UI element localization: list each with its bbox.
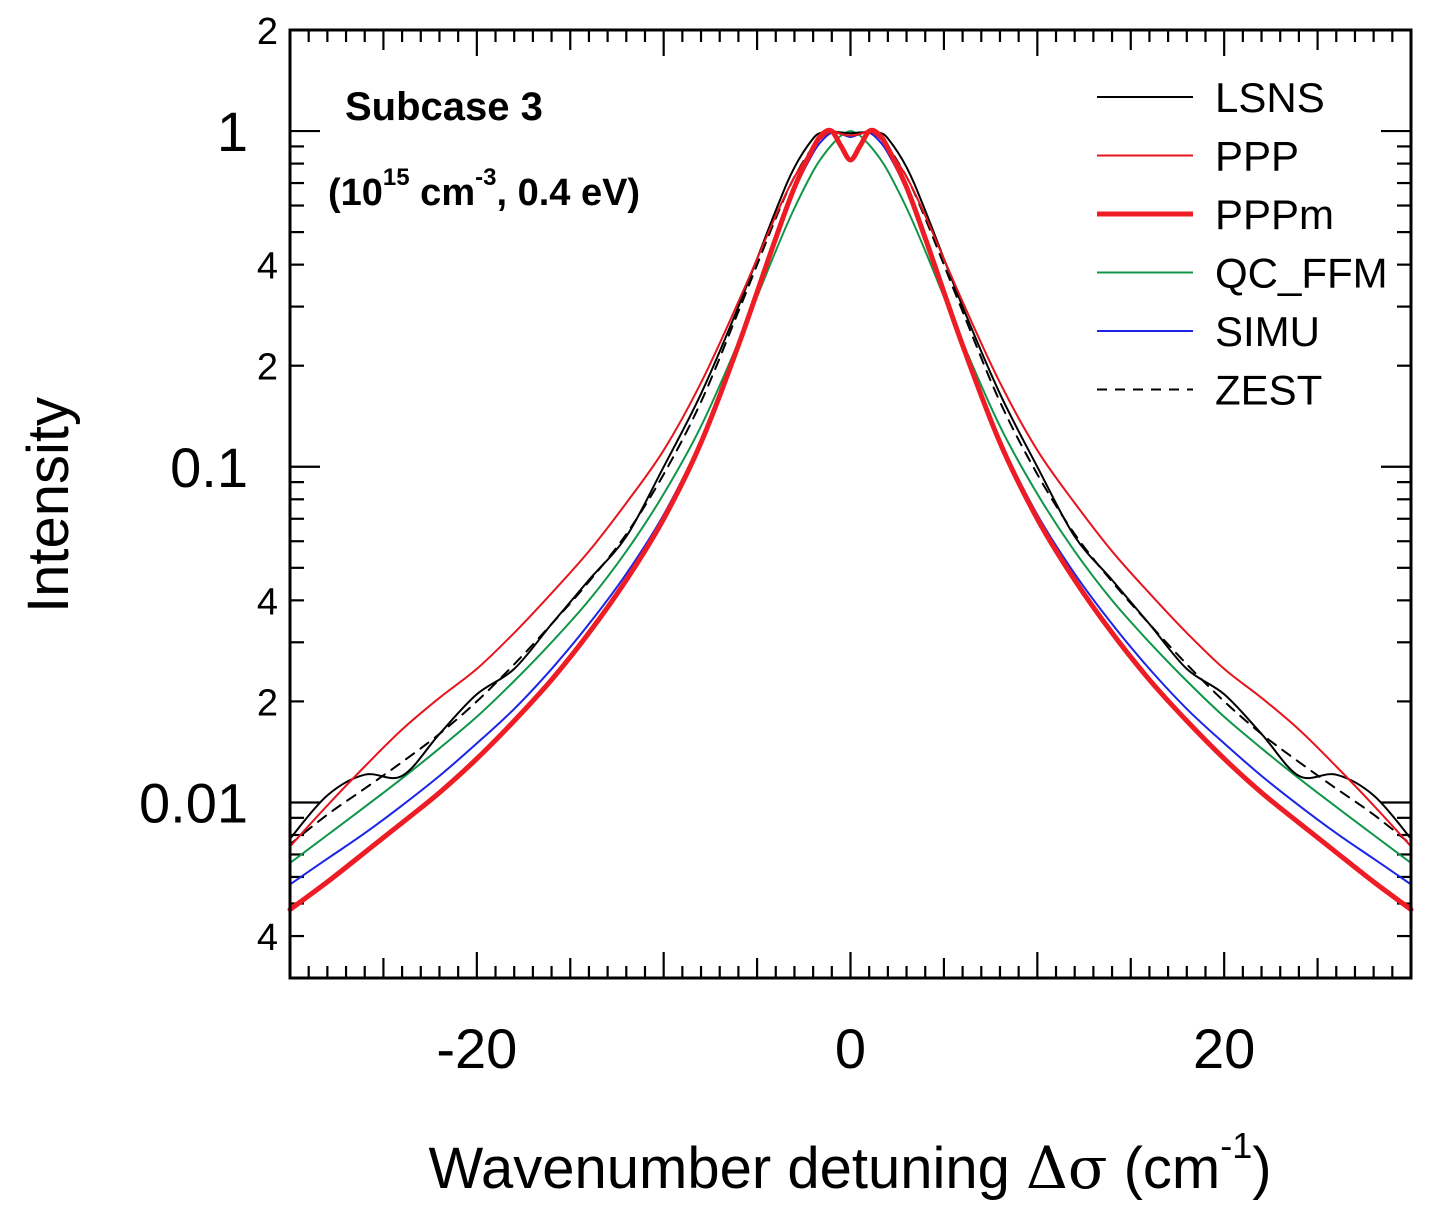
legend-label-simu: SIMU <box>1215 308 1320 355</box>
y-minor-tick-label: 4 <box>257 246 278 288</box>
legend-label-ppp: PPP <box>1215 133 1299 180</box>
series-line-qc-ffm <box>289 130 1412 864</box>
series-line-zest <box>289 130 1412 846</box>
x-tick-label: 20 <box>1193 1017 1255 1080</box>
y-minor-tick-label: 2 <box>257 347 278 389</box>
annotation-exp2: -3 <box>475 164 496 191</box>
legend-label-qc-ffm: QC_FFM <box>1215 250 1388 297</box>
annotation-exp1: 15 <box>383 164 410 191</box>
x-axis-label-symbol: Δσ <box>1026 1134 1107 1202</box>
x-axis-label-text: Wavenumber detuning <box>428 1136 1026 1201</box>
y-major-tick-label: 0.1 <box>170 436 248 499</box>
x-tick-label: -20 <box>436 1017 517 1080</box>
legend-label-lsns: LSNS <box>1215 74 1325 121</box>
x-tick-label: 0 <box>835 1017 866 1080</box>
x-axis-label: Wavenumber detuning Δσ (cm-1) <box>428 1125 1271 1202</box>
density-temperature-annotation: (1015 cm-3, 0.4 eV) <box>328 164 640 214</box>
y-minor-tick-label: 4 <box>257 581 278 623</box>
annotation-rest: , 0.4 eV) <box>496 172 640 214</box>
annotation-unit: cm <box>410 172 475 214</box>
chart-title: Subcase 3 <box>345 85 543 129</box>
annotation-open: (10 <box>328 172 383 214</box>
series-line-ppp <box>289 130 1412 848</box>
x-axis-label-unit-exp: -1 <box>1220 1125 1252 1166</box>
series-line-pppm <box>287 127 1414 912</box>
x-axis-label-unit-open: (cm <box>1107 1136 1220 1201</box>
legend-label-zest: ZEST <box>1215 367 1322 414</box>
y-major-tick-label: 0.01 <box>139 771 248 834</box>
y-minor-tick-label: 2 <box>257 11 278 53</box>
legend: LSNS PPP PPPm QC_FFM SIMU ZEST <box>1097 74 1388 414</box>
y-major-tick-label: 1 <box>217 100 248 163</box>
tick-labels: -20 0 20 0.01 0.1 1 4 2 4 2 4 2 <box>139 11 1255 1080</box>
legend-label-pppm: PPPm <box>1215 191 1334 238</box>
y-minor-tick-label: 2 <box>257 682 278 724</box>
plot-frame <box>288 28 1413 980</box>
series-line-lsns <box>289 130 1412 840</box>
series-layer <box>287 127 1414 912</box>
y-minor-tick-label: 4 <box>257 917 278 959</box>
y-axis-label: Intensity <box>16 397 81 613</box>
x-axis-label-unit-close: ) <box>1252 1136 1271 1201</box>
series-line-simu <box>289 131 1412 886</box>
